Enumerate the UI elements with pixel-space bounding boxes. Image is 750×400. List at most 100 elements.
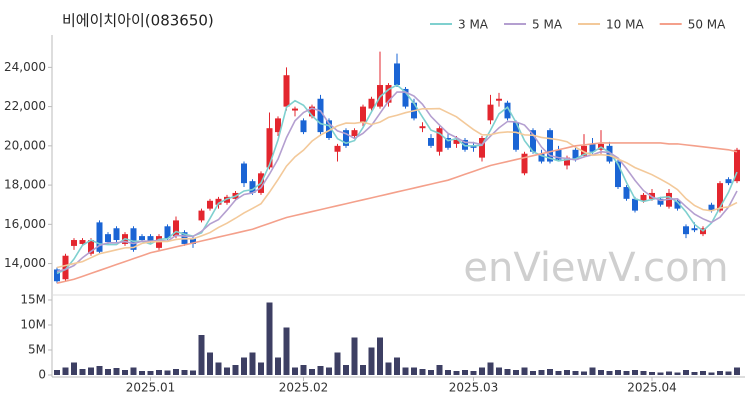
volume-bar <box>564 370 570 375</box>
candle-body <box>445 138 451 148</box>
candle-body <box>139 236 145 241</box>
volume-bar <box>181 370 188 375</box>
candle-body <box>453 139 460 144</box>
candle-body <box>589 143 596 152</box>
volume-bar <box>640 371 647 375</box>
x-tick-label: 2025.04 <box>627 381 677 395</box>
candle-body <box>275 118 281 133</box>
candle-body <box>725 179 732 184</box>
volume-bar <box>496 367 502 375</box>
candle-body <box>521 153 528 174</box>
volume-bar <box>326 367 332 375</box>
volume-bar <box>88 367 94 375</box>
candle-body <box>632 198 638 211</box>
volume-bar <box>538 370 545 375</box>
volume-bar <box>207 352 213 375</box>
candle-body <box>674 200 681 209</box>
volume-bar <box>666 371 672 375</box>
volume-bar <box>725 371 732 375</box>
volume-bar <box>309 369 315 375</box>
candle-body <box>564 157 570 166</box>
volume-bar <box>241 357 247 375</box>
volume-bar <box>334 352 341 375</box>
volume-bar <box>581 371 587 375</box>
ma-line <box>56 91 738 273</box>
volume-tick-label: 15M <box>20 293 46 307</box>
ma-line <box>56 107 738 269</box>
volume-bar <box>436 365 443 375</box>
candle-body <box>547 130 553 162</box>
volume-bar <box>147 371 154 375</box>
volume-bar <box>368 347 375 375</box>
volume-bar <box>164 370 171 375</box>
candle-body <box>300 120 307 133</box>
volume-bar <box>606 371 613 375</box>
volume-bar <box>292 367 298 375</box>
candle-body <box>436 128 443 152</box>
volume-bar <box>190 370 196 375</box>
candle-body <box>683 226 689 235</box>
volume-bar <box>649 372 655 375</box>
volume-tick-label: 5M <box>28 343 46 357</box>
candle-body <box>343 130 349 146</box>
candle-body <box>249 181 256 193</box>
volume-bar <box>453 371 460 375</box>
candle-body <box>309 106 315 117</box>
y-tick-label: 16,000 <box>4 217 46 231</box>
volume-bar <box>598 370 604 375</box>
volume-bar <box>674 372 681 375</box>
candle-body <box>113 228 120 241</box>
volume-bar <box>717 371 723 375</box>
legend-label: 5 MA <box>532 18 563 32</box>
volume-bar <box>572 371 579 375</box>
volume-bar <box>249 352 256 375</box>
volume-bar <box>130 367 137 375</box>
legend-label: 50 MA <box>688 18 726 32</box>
candle-body <box>538 153 545 162</box>
ma-line <box>56 84 738 275</box>
candle-body <box>615 161 621 188</box>
candle-body <box>691 228 698 231</box>
candle-body <box>394 63 400 86</box>
candle-body <box>487 104 494 121</box>
volume-bar <box>275 357 281 375</box>
candle-body <box>419 126 426 129</box>
candle-body <box>555 149 562 160</box>
volume-bar <box>487 362 494 375</box>
volume-bar <box>462 370 468 375</box>
volume-bar <box>657 372 664 375</box>
volume-bar <box>198 335 205 375</box>
candle-body <box>224 196 230 203</box>
chart-title: 비에이치아이(083650) <box>62 12 214 30</box>
volume-bar <box>105 369 111 375</box>
ma-line <box>56 142 738 284</box>
volume-bar <box>734 367 740 375</box>
candle-body <box>530 130 536 152</box>
candle-body <box>79 240 86 244</box>
volume-bar <box>377 337 383 375</box>
volume-bar <box>215 362 222 375</box>
volume-bar <box>71 362 77 375</box>
volume-tick-label: 10M <box>20 318 46 332</box>
candle-body <box>326 120 332 139</box>
volume-bar <box>351 337 358 375</box>
volume-bar <box>122 370 128 375</box>
candle-body <box>479 138 485 158</box>
volume-bar <box>317 366 324 375</box>
volume-bar <box>504 369 511 375</box>
volume-bar <box>96 366 103 375</box>
volume-bar <box>139 371 145 375</box>
x-tick-label: 2025.03 <box>449 381 499 395</box>
candle-body <box>623 187 630 199</box>
candle-body <box>62 255 69 280</box>
candle-body <box>734 149 740 182</box>
volume-bar <box>683 370 689 375</box>
candle-body <box>402 88 409 107</box>
candle-body <box>266 128 273 168</box>
candle-body <box>71 240 77 246</box>
candle-body <box>317 98 324 133</box>
candle-body <box>640 194 647 201</box>
volume-bar <box>700 371 706 375</box>
candle-body <box>54 269 60 282</box>
volume-bar <box>555 371 562 375</box>
